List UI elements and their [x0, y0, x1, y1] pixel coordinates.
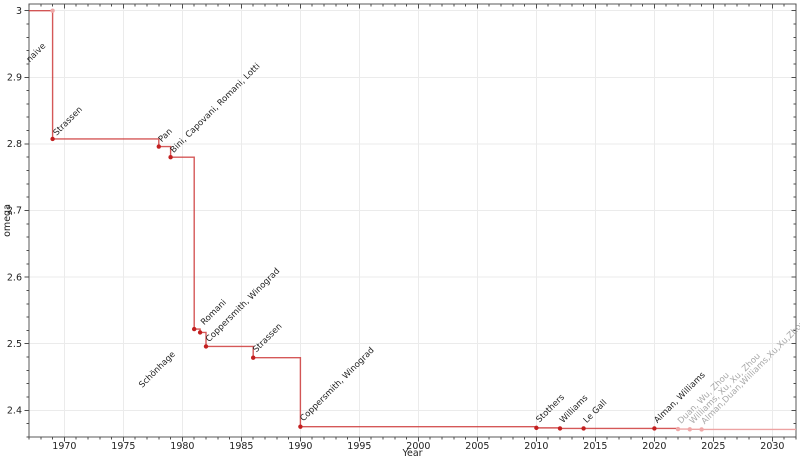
x-tick-label: 2005	[465, 441, 489, 452]
data-point	[699, 427, 704, 432]
x-tick-label: 1970	[52, 441, 76, 452]
data-point	[581, 426, 586, 431]
point-label: Schönhage	[137, 350, 177, 390]
point-label: naive	[25, 41, 48, 64]
data-point	[251, 355, 256, 360]
x-tick-label: 2030	[760, 441, 784, 452]
step-line-recent	[677, 428, 796, 431]
y-tick-label: 2.4	[7, 406, 22, 417]
data-point	[197, 330, 203, 335]
x-axis-title: Year	[401, 448, 422, 459]
x-tick-label: 1985	[229, 441, 253, 452]
x-tick-label: 2020	[642, 441, 666, 452]
y-axis-title: omega	[2, 204, 13, 237]
x-tick-label: 1995	[347, 441, 371, 452]
data-point	[50, 136, 55, 142]
x-tick-label: 2000	[406, 441, 430, 452]
point-label: Strassen	[251, 322, 284, 355]
x-tick-label: 2025	[701, 441, 725, 452]
data-point	[192, 326, 197, 332]
point-label: Coppersmith, Winograd	[298, 346, 376, 424]
x-tick-label: 2015	[583, 441, 607, 452]
x-tick-label: 2010	[524, 441, 548, 452]
point-label: Williams, Xu, Xu, Zhou	[688, 351, 763, 426]
data-point	[203, 344, 209, 349]
y-tick-label: 2.5	[7, 339, 22, 350]
plot-frame	[28, 3, 797, 438]
y-tick-label: 2.9	[7, 72, 22, 83]
data-point	[50, 8, 55, 13]
data-point	[168, 155, 173, 160]
point-label: Pan	[157, 127, 175, 145]
x-tick-label: 1990	[288, 441, 312, 452]
x-tick-label: 1975	[111, 441, 135, 452]
x-tick-label: 1980	[170, 441, 194, 452]
y-tick-label: 2.7	[7, 206, 22, 217]
data-point	[687, 427, 692, 432]
y-tick-label: 3	[16, 6, 22, 17]
data-point	[534, 425, 539, 431]
data-point	[156, 144, 161, 149]
data-point	[298, 424, 303, 429]
data-point	[652, 426, 657, 431]
point-label: Strassen	[52, 105, 85, 138]
data-point	[557, 426, 563, 431]
y-tick-label: 2.6	[7, 272, 22, 283]
y-tick-label: 2.8	[7, 139, 22, 150]
data-point	[675, 426, 681, 432]
